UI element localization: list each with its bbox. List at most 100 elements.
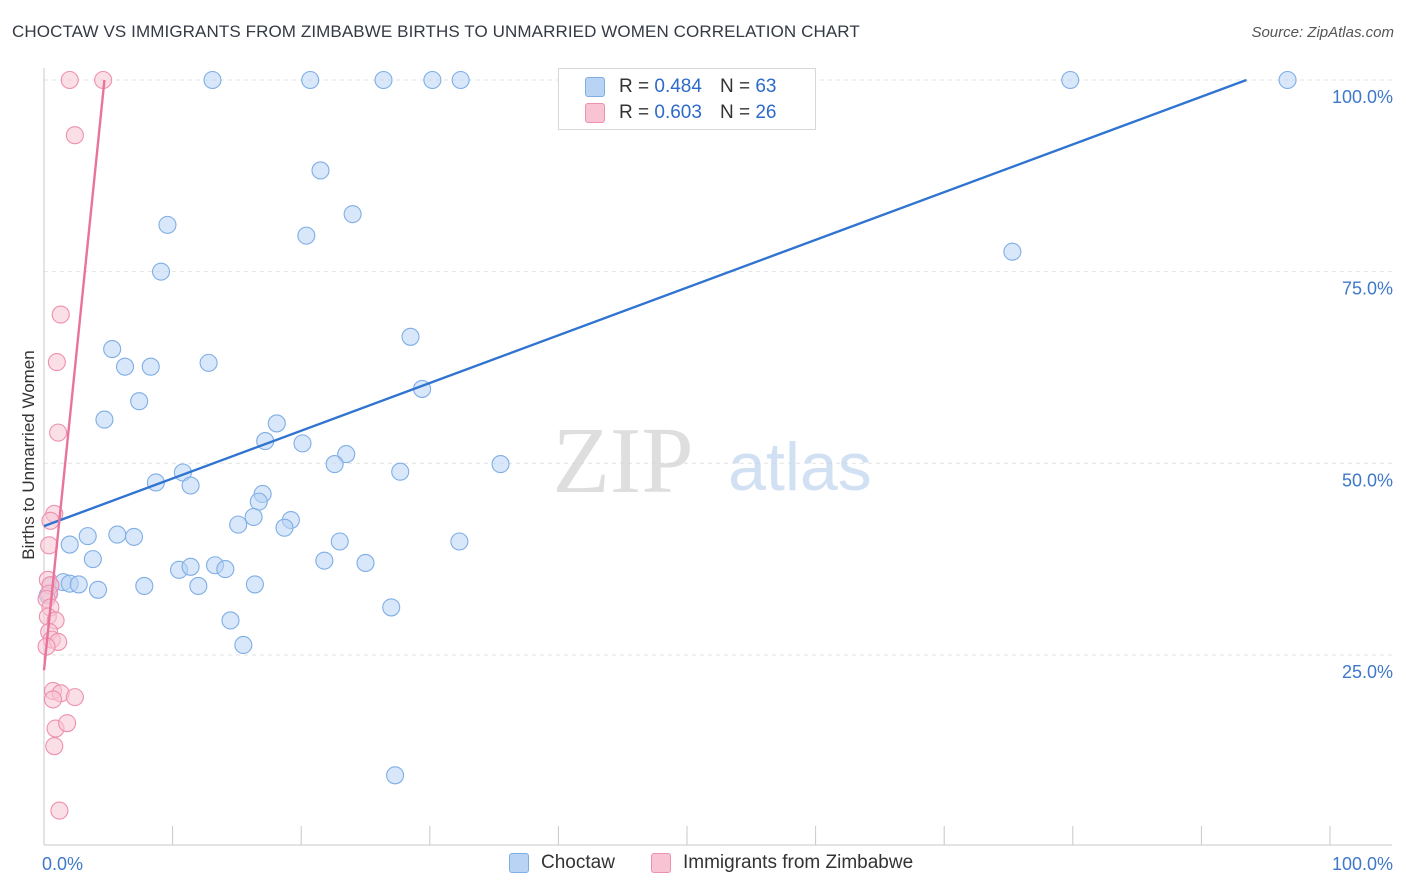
choctaw-point xyxy=(69,575,88,594)
choctaw-swatch xyxy=(585,77,605,97)
choctaw-point xyxy=(267,414,286,433)
choctaw-point xyxy=(229,515,248,534)
choctaw-point xyxy=(216,560,235,579)
choctaw-point xyxy=(181,557,200,576)
choctaw-n-label: N = xyxy=(719,76,751,97)
y-axis-label-wrap: Births to Unmarried Women xyxy=(19,350,38,559)
choctaw-point xyxy=(275,518,294,537)
choctaw-point xyxy=(151,262,171,281)
choctaw-point xyxy=(1278,70,1297,90)
choctaw-point xyxy=(293,434,312,453)
zimbabwe-point xyxy=(45,737,64,756)
zimbabwe-point xyxy=(60,70,79,90)
choctaw-point xyxy=(391,462,410,481)
zimbabwe-point xyxy=(51,305,70,324)
y-tick-label: 100.0% xyxy=(1332,87,1393,107)
choctaw-point xyxy=(423,70,442,90)
x-tick-label: 0.0% xyxy=(42,854,83,874)
choctaw-point xyxy=(491,455,510,474)
choctaw-point xyxy=(451,70,470,90)
choctaw-n-value: 63 xyxy=(755,76,777,97)
choctaw-point xyxy=(337,445,356,464)
zimbabwe-r-value: 0.603 xyxy=(654,102,702,123)
zimbabwe-point xyxy=(50,801,69,820)
choctaw-point xyxy=(315,551,334,570)
zimbabwe-points xyxy=(37,70,113,820)
choctaw-point xyxy=(374,70,393,90)
choctaw-point xyxy=(249,492,268,511)
choctaw-point xyxy=(189,576,208,596)
choctaw-point xyxy=(297,226,316,245)
watermark: ZIP atlas xyxy=(553,409,872,513)
choctaw-legend-swatch xyxy=(509,853,529,873)
watermark-atlas: atlas xyxy=(728,429,872,505)
zimbabwe-point xyxy=(49,423,68,442)
choctaw-point xyxy=(330,532,349,551)
choctaw-point xyxy=(234,635,253,655)
choctaw-point xyxy=(60,535,79,554)
choctaw-point xyxy=(124,527,144,546)
watermark-zip: ZIP xyxy=(553,409,694,513)
choctaw-point xyxy=(108,525,127,544)
choctaw-point xyxy=(311,161,330,180)
axes xyxy=(43,68,1392,846)
choctaw-point xyxy=(95,410,114,429)
trend-lines xyxy=(42,78,1247,671)
zimbabwe-trend-line xyxy=(42,79,106,671)
zimbabwe-point xyxy=(43,690,63,709)
choctaw-point xyxy=(401,327,420,346)
zimbabwe-point xyxy=(58,714,77,733)
choctaw-point xyxy=(141,357,160,376)
y-tick-label: 75.0% xyxy=(1342,279,1393,299)
choctaw-point xyxy=(83,550,102,569)
choctaw-r-label: R = xyxy=(619,76,650,97)
choctaw-point xyxy=(181,476,200,495)
choctaw-point xyxy=(158,215,177,234)
choctaw-point xyxy=(301,70,320,90)
choctaw-point xyxy=(115,357,135,376)
grid-lines xyxy=(44,79,1392,656)
choctaw-legend-label: Choctaw xyxy=(541,852,615,873)
choctaw-point xyxy=(244,507,263,527)
choctaw-point xyxy=(386,766,405,785)
choctaw-points xyxy=(38,70,1297,785)
choctaw-point xyxy=(1003,242,1022,261)
zimbabwe-legend-label: Immigrants from Zimbabwe xyxy=(683,852,914,873)
zimbabwe-point xyxy=(47,353,66,372)
zimbabwe-n-label: N = xyxy=(719,102,751,123)
y-axis-label: Births to Unmarried Women xyxy=(19,350,38,559)
choctaw-point xyxy=(203,70,222,90)
choctaw-trend-line xyxy=(43,78,1247,528)
choctaw-point xyxy=(199,353,218,372)
zimbabwe-point xyxy=(65,688,84,707)
choctaw-point xyxy=(78,527,97,546)
choctaw-point xyxy=(382,598,401,617)
chart-title: CHOCTAW VS IMMIGRANTS FROM ZIMBABWE BIRT… xyxy=(12,22,860,41)
choctaw-point xyxy=(356,553,375,573)
choctaw-point xyxy=(130,392,149,411)
choctaw-point xyxy=(135,576,154,596)
source-label: Source: ZipAtlas.com xyxy=(1251,24,1394,41)
legend-row-zimbabwe: R = 0.603 N = 26 xyxy=(585,101,776,125)
tick-labels: 25.0% 50.0% 75.0% 100.0% 0.0% 100.0% xyxy=(42,87,1393,874)
legend-row-choctaw: R = 0.484 N = 63 xyxy=(585,75,776,99)
choctaw-point xyxy=(245,575,264,594)
choctaw-point xyxy=(103,340,122,359)
y-tick-label: 25.0% xyxy=(1342,662,1393,682)
zimbabwe-legend-swatch xyxy=(651,853,671,873)
zimbabwe-r-label: R = xyxy=(619,102,650,123)
legend-item-choctaw[interactable]: Choctaw xyxy=(509,852,615,874)
zimbabwe-point xyxy=(65,126,84,145)
y-tick-label: 50.0% xyxy=(1342,470,1393,490)
choctaw-point xyxy=(88,580,108,599)
x-tick-label: 100.0% xyxy=(1332,854,1393,874)
choctaw-point xyxy=(343,205,362,224)
zimbabwe-swatch xyxy=(585,103,605,123)
choctaw-point xyxy=(1061,70,1080,90)
legend-item-zimbabwe[interactable]: Immigrants from Zimbabwe xyxy=(651,852,913,874)
choctaw-point xyxy=(450,532,469,551)
choctaw-r-value: 0.484 xyxy=(654,76,702,97)
choctaw-point xyxy=(325,455,344,474)
correlation-legend: R = 0.484 N = 63 R = 0.603 N = 26 xyxy=(558,68,816,130)
